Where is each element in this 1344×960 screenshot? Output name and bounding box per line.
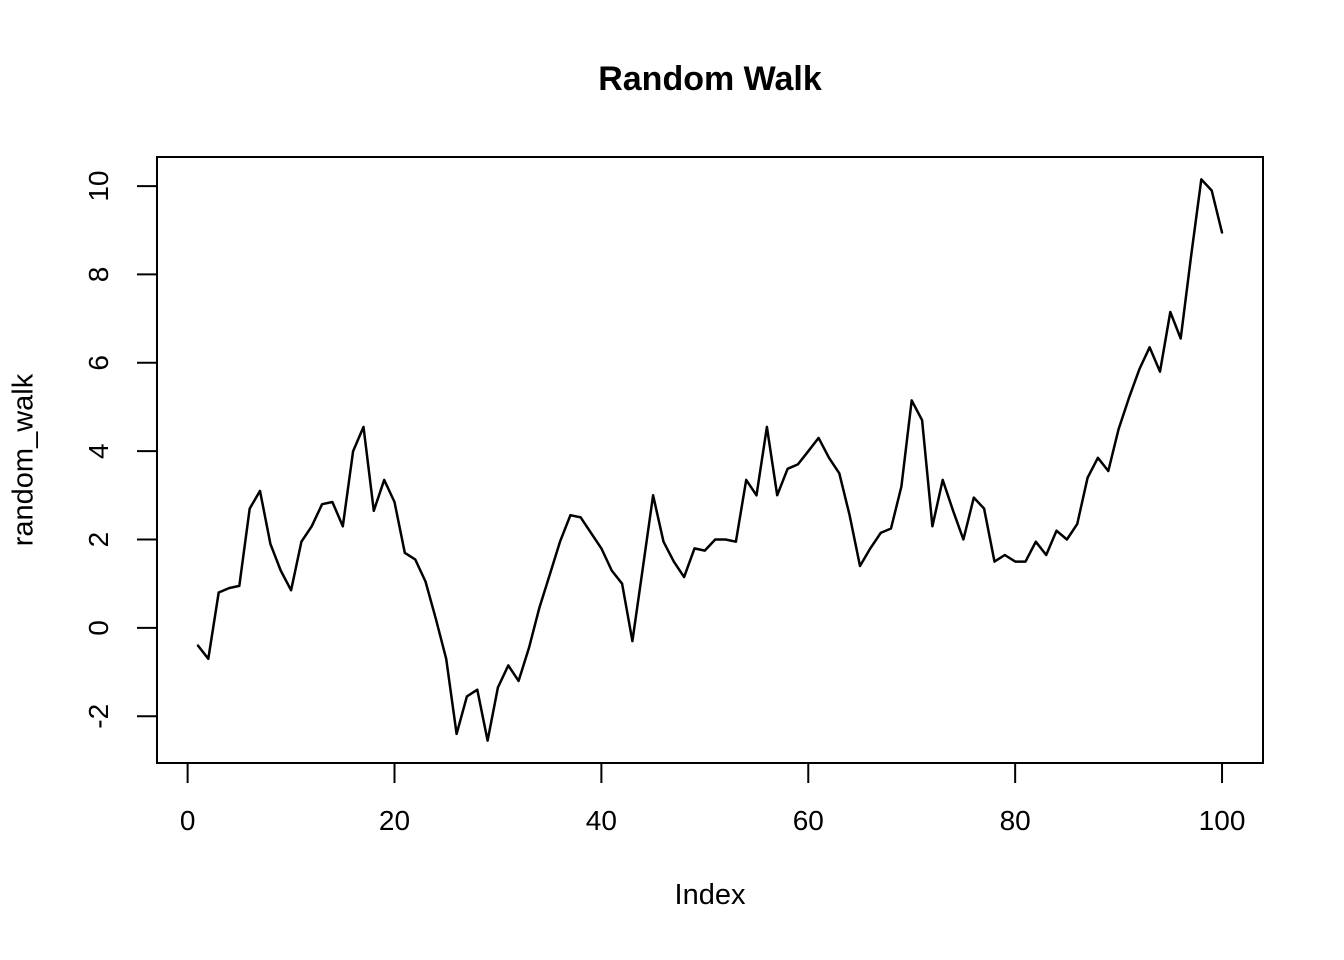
x-tick-label: 80: [1000, 805, 1031, 836]
y-tick-label: 4: [83, 443, 114, 459]
chart-title: Random Walk: [598, 60, 822, 98]
y-tick-label: 6: [83, 355, 114, 371]
y-axis-title: random_walk: [7, 373, 40, 547]
y-tick-label: 8: [83, 267, 114, 283]
x-tick-label: 40: [586, 805, 617, 836]
x-tick-label: 60: [793, 805, 824, 836]
y-tick-label: 10: [83, 170, 114, 201]
x-tick-label: 100: [1199, 805, 1246, 836]
y-tick-label: 2: [83, 532, 114, 548]
x-tick-label: 20: [379, 805, 410, 836]
y-tick-label: 0: [83, 620, 114, 636]
x-tick-label: 0: [180, 805, 196, 836]
series-line: [196, 178, 1224, 742]
y-tick-label: -2: [83, 704, 114, 729]
x-axis-title: Index: [674, 879, 746, 911]
plot-border: [156, 156, 1264, 764]
